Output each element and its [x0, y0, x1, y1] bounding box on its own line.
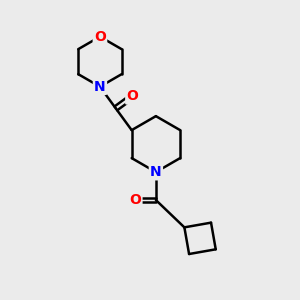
Text: O: O — [94, 30, 106, 44]
Text: N: N — [94, 80, 106, 94]
Text: O: O — [127, 89, 138, 103]
Text: O: O — [129, 193, 141, 207]
Text: N: N — [150, 165, 162, 179]
